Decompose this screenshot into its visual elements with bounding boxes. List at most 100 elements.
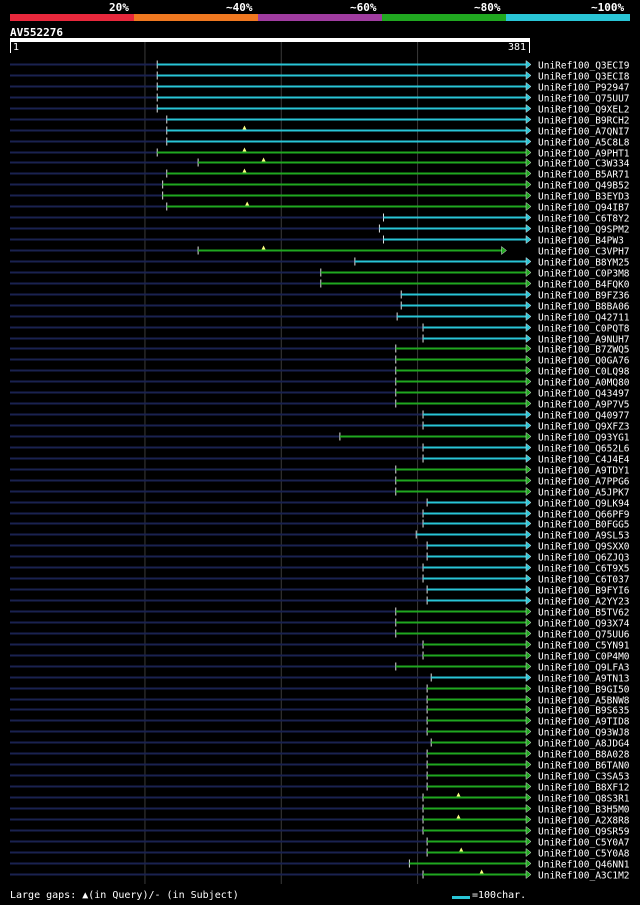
hit-row[interactable]: UniRef100_A9TN13: [10, 672, 630, 685]
hit-label[interactable]: UniRef100_Q93X74: [538, 619, 630, 630]
hit-label[interactable]: UniRef100_Q9SXX0: [538, 542, 630, 553]
hit-row[interactable]: UniRef100_Q75UU6: [10, 628, 630, 641]
hit-label[interactable]: UniRef100_B5TV62: [538, 608, 630, 619]
hit-label[interactable]: UniRef100_Q49B52: [538, 181, 630, 192]
hit-label[interactable]: UniRef100_A9PHT1: [538, 149, 630, 160]
hit-label[interactable]: UniRef100_Q652L6: [538, 444, 630, 455]
hit-row[interactable]: UniRef100_B5TV62: [10, 606, 630, 619]
hit-label[interactable]: UniRef100_B9FZ36: [538, 291, 630, 302]
hit-label[interactable]: UniRef100_B8XF12: [538, 783, 630, 794]
hit-row[interactable]: UniRef100_Q42711: [10, 311, 630, 324]
hit-row[interactable]: UniRef100_Q43497: [10, 387, 630, 400]
hit-row[interactable]: UniRef100_Q93YG1: [10, 431, 630, 444]
hit-row[interactable]: UniRef100_Q66PF9: [10, 508, 630, 521]
hit-row[interactable]: UniRef100_Q652L6: [10, 442, 630, 455]
hit-label[interactable]: UniRef100_B4FQK0: [538, 280, 630, 291]
hit-label[interactable]: UniRef100_A9SL53: [538, 531, 630, 542]
hit-row[interactable]: UniRef100_Q9SPM2: [10, 223, 630, 236]
hit-label[interactable]: UniRef100_A5JPK7: [538, 488, 630, 499]
hit-label[interactable]: UniRef100_C0PQT8: [538, 324, 630, 335]
hit-row[interactable]: UniRef100_C6T037: [10, 573, 630, 586]
hit-label[interactable]: UniRef100_Q3ECI9: [538, 61, 630, 72]
hit-row[interactable]: UniRef100_Q93WJ8: [10, 726, 630, 739]
hit-label[interactable]: UniRef100_C0P4M0: [538, 652, 630, 663]
hit-label[interactable]: UniRef100_B3H5M0: [538, 805, 630, 816]
hit-row[interactable]: UniRef100_A9TID8: [10, 715, 630, 728]
hit-row[interactable]: UniRef100_A9P7V5: [10, 398, 630, 411]
hit-row[interactable]: UniRef100_C0P3M8: [10, 267, 630, 280]
hit-row[interactable]: UniRef100_B9S635: [10, 704, 630, 717]
hit-label[interactable]: UniRef100_Q46NN1: [538, 860, 630, 871]
hit-label[interactable]: UniRef100_Q66PF9: [538, 510, 630, 521]
hit-label[interactable]: UniRef100_C6T9X5: [538, 564, 630, 575]
hit-row[interactable]: UniRef100_A5JPK7: [10, 486, 630, 499]
hit-label[interactable]: UniRef100_B9RCH2: [538, 116, 630, 127]
hit-row[interactable]: UniRef100_B8BA06: [10, 300, 630, 313]
hit-row[interactable]: UniRef100_Q0GA76: [10, 354, 630, 367]
hit-row[interactable]: UniRef100_C6T9X5: [10, 562, 630, 575]
hit-label[interactable]: UniRef100_Q93WJ8: [538, 728, 630, 739]
hit-label[interactable]: UniRef100_B9GI50: [538, 685, 630, 696]
hit-row[interactable]: UniRef100_B6TAN0: [10, 759, 630, 772]
hit-label[interactable]: UniRef100_A2YY23: [538, 597, 630, 608]
hit-row[interactable]: UniRef100_A9TDY1: [10, 464, 630, 477]
hit-row[interactable]: UniRef100_C0LQ98: [10, 365, 630, 378]
hit-row[interactable]: UniRef100_Q9XEL2: [10, 103, 630, 116]
hit-row[interactable]: UniRef100_Q9SXX0: [10, 540, 630, 553]
hit-row[interactable]: UniRef100_B5AR71: [10, 168, 630, 181]
hit-label[interactable]: UniRef100_Q9SPM2: [538, 225, 630, 236]
hit-label[interactable]: UniRef100_Q75UU7: [538, 94, 630, 105]
hit-row[interactable]: UniRef100_A0MQ80: [10, 376, 630, 389]
hit-label[interactable]: UniRef100_Q75UU6: [538, 630, 630, 641]
hit-row[interactable]: UniRef100_A9PHT1: [10, 147, 630, 160]
hit-label[interactable]: UniRef100_C5Y0A8: [538, 849, 630, 860]
hit-row[interactable]: UniRef100_B7ZWQ5: [10, 343, 630, 356]
hit-row[interactable]: UniRef100_Q3ECI9: [10, 59, 630, 72]
hit-row[interactable]: UniRef100_P92947: [10, 81, 630, 94]
hit-label[interactable]: UniRef100_Q6ZJQ3: [538, 553, 630, 564]
hit-row[interactable]: UniRef100_B9FZ36: [10, 289, 630, 302]
hit-label[interactable]: UniRef100_C0LQ98: [538, 367, 630, 378]
hit-label[interactable]: UniRef100_Q42711: [538, 313, 630, 324]
hit-label[interactable]: UniRef100_C3W334: [538, 159, 630, 170]
hit-label[interactable]: UniRef100_B8A028: [538, 750, 630, 761]
hit-row[interactable]: UniRef100_A8JDG4: [10, 737, 630, 750]
hit-label[interactable]: UniRef100_Q9XFZ3: [538, 422, 630, 433]
hit-row[interactable]: UniRef100_A9SL53: [10, 529, 630, 542]
hit-label[interactable]: UniRef100_B0FGG5: [538, 520, 630, 531]
hit-row[interactable]: UniRef100_C0PQT8: [10, 322, 630, 335]
hit-label[interactable]: UniRef100_C6T8Y2: [538, 214, 630, 225]
hit-label[interactable]: UniRef100_A9TID8: [538, 717, 630, 728]
hit-label[interactable]: UniRef100_A7QNI7: [538, 127, 630, 138]
hit-label[interactable]: UniRef100_A2X8R8: [538, 816, 630, 827]
hit-label[interactable]: UniRef100_B3EYD3: [538, 192, 630, 203]
hit-row[interactable]: UniRef100_B9RCH2: [10, 114, 630, 127]
hit-row[interactable]: UniRef100_A7QNI7: [10, 125, 630, 138]
hit-row[interactable]: UniRef100_B9GI50: [10, 683, 630, 696]
hit-label[interactable]: UniRef100_A3C1M2: [538, 871, 630, 882]
hit-row[interactable]: UniRef100_A9NUH7: [10, 333, 630, 346]
hit-label[interactable]: UniRef100_Q9XEL2: [538, 105, 630, 116]
hit-label[interactable]: UniRef100_A7PPG6: [538, 477, 630, 488]
hit-label[interactable]: UniRef100_P92947: [538, 83, 630, 94]
hit-label[interactable]: UniRef100_Q94IB7: [538, 203, 630, 214]
hit-label[interactable]: UniRef100_A9TN13: [538, 674, 630, 685]
hit-row[interactable]: UniRef100_B8A028: [10, 748, 630, 761]
hit-label[interactable]: UniRef100_Q93YG1: [538, 433, 630, 444]
hit-row[interactable]: UniRef100_Q75UU7: [10, 92, 630, 105]
hit-row[interactable]: UniRef100_A2X8R8: [10, 814, 630, 827]
hit-label[interactable]: UniRef100_Q3ECI8: [538, 72, 630, 83]
hit-label[interactable]: UniRef100_B8BA06: [538, 302, 630, 313]
hit-label[interactable]: UniRef100_C6T037: [538, 575, 630, 586]
hit-row[interactable]: UniRef100_A2YY23: [10, 595, 630, 608]
hit-label[interactable]: UniRef100_B9S635: [538, 706, 630, 717]
hit-row[interactable]: UniRef100_B9FYI6: [10, 584, 630, 597]
hit-label[interactable]: UniRef100_A0MQ80: [538, 378, 630, 389]
hit-row[interactable]: UniRef100_C3W334: [10, 157, 630, 170]
hit-row[interactable]: UniRef100_A5BNW8: [10, 694, 630, 707]
hit-label[interactable]: UniRef100_Q43497: [538, 389, 630, 400]
hit-row[interactable]: UniRef100_C5Y0A7: [10, 836, 630, 849]
hit-label[interactable]: UniRef100_C3VPH7: [538, 247, 630, 258]
hit-row[interactable]: UniRef100_A7PPG6: [10, 475, 630, 488]
hit-row[interactable]: UniRef100_Q6ZJQ3: [10, 551, 630, 564]
